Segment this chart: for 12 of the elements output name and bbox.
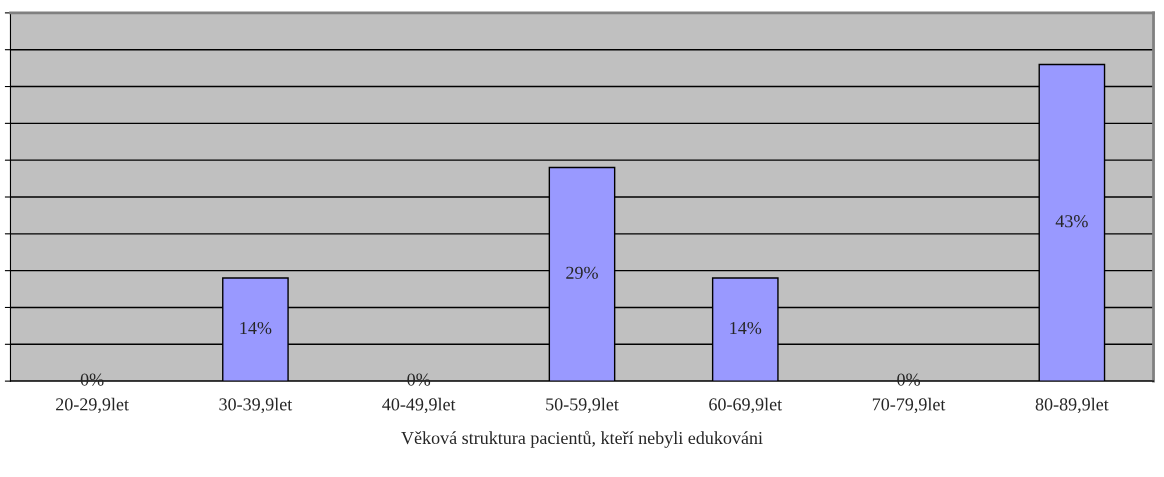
data-label: 14% xyxy=(240,321,272,335)
data-label: 29% xyxy=(566,266,598,279)
x-tick-label: 60-69,9let xyxy=(709,397,783,414)
data-label: 14% xyxy=(730,321,762,335)
x-tick-label: 80-89,9let xyxy=(1035,397,1109,414)
x-tick-label: 40-49,9let xyxy=(382,397,456,414)
data-label: 43% xyxy=(1055,215,1088,228)
x-tick-label: 70-79,9let xyxy=(872,397,946,414)
x-tick-label: 30-39,9let xyxy=(219,397,293,414)
x-axis-title: Věková struktura pacientů, kteří nebyli edukováni xyxy=(401,430,763,448)
x-tick-label: 50-59,9let xyxy=(546,397,619,414)
x-tick-label: 20-29,9let xyxy=(56,397,129,414)
